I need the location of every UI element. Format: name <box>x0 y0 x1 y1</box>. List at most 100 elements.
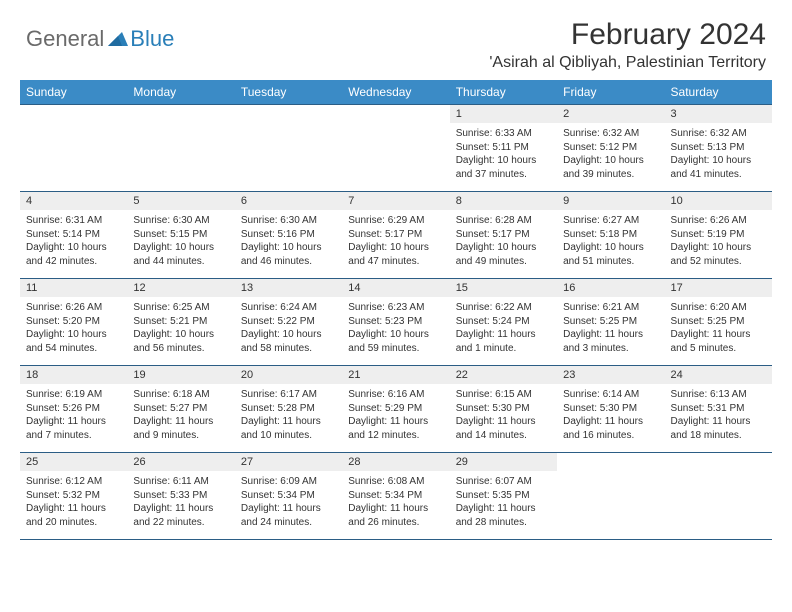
day-content-cell: Sunrise: 6:11 AMSunset: 5:33 PMDaylight:… <box>127 471 234 540</box>
day-sunrise: Sunrise: 6:24 AM <box>241 301 336 315</box>
day-sunrise: Sunrise: 6:22 AM <box>456 301 551 315</box>
day-content-cell: Sunrise: 6:22 AMSunset: 5:24 PMDaylight:… <box>450 297 557 366</box>
day-sunrise: Sunrise: 6:14 AM <box>563 388 658 402</box>
day-dl1: Daylight: 10 hours <box>241 241 336 255</box>
day-dl1: Daylight: 10 hours <box>133 328 228 342</box>
day-dl1: Daylight: 10 hours <box>671 154 766 168</box>
day-number-cell: 1 <box>450 105 557 124</box>
day-sunrise: Sunrise: 6:21 AM <box>563 301 658 315</box>
location-subtitle: 'Asirah al Qibliyah, Palestinian Territo… <box>489 54 766 72</box>
calendar-table: Sunday Monday Tuesday Wednesday Thursday… <box>20 80 772 540</box>
day-sunrise: Sunrise: 6:20 AM <box>671 301 766 315</box>
content-row: Sunrise: 6:33 AMSunset: 5:11 PMDaylight:… <box>20 123 772 192</box>
day-dl2: and 44 minutes. <box>133 255 228 269</box>
brand-sail-icon <box>108 32 128 46</box>
day-content-cell: Sunrise: 6:32 AMSunset: 5:13 PMDaylight:… <box>665 123 772 192</box>
daynum-row: 123 <box>20 105 772 124</box>
day-content-cell: Sunrise: 6:33 AMSunset: 5:11 PMDaylight:… <box>450 123 557 192</box>
day-content-cell: Sunrise: 6:08 AMSunset: 5:34 PMDaylight:… <box>342 471 449 540</box>
day-dl2: and 39 minutes. <box>563 168 658 182</box>
day-content-cell: Sunrise: 6:30 AMSunset: 5:16 PMDaylight:… <box>235 210 342 279</box>
calendar-body: 123 Sunrise: 6:33 AMSunset: 5:11 PMDayli… <box>20 105 772 540</box>
day-sunrise: Sunrise: 6:09 AM <box>241 475 336 489</box>
content-row: Sunrise: 6:19 AMSunset: 5:26 PMDaylight:… <box>20 384 772 453</box>
weekday-wednesday: Wednesday <box>342 80 449 105</box>
day-dl1: Daylight: 11 hours <box>348 415 443 429</box>
day-sunrise: Sunrise: 6:18 AM <box>133 388 228 402</box>
day-dl1: Daylight: 11 hours <box>26 502 121 516</box>
day-content-cell <box>665 471 772 540</box>
day-sunrise: Sunrise: 6:16 AM <box>348 388 443 402</box>
day-content-cell: Sunrise: 6:26 AMSunset: 5:20 PMDaylight:… <box>20 297 127 366</box>
day-sunset: Sunset: 5:30 PM <box>456 402 551 416</box>
day-number-cell <box>20 105 127 124</box>
day-dl2: and 18 minutes. <box>671 429 766 443</box>
day-number-cell: 18 <box>20 366 127 385</box>
day-sunset: Sunset: 5:15 PM <box>133 228 228 242</box>
day-content-cell: Sunrise: 6:16 AMSunset: 5:29 PMDaylight:… <box>342 384 449 453</box>
day-dl2: and 46 minutes. <box>241 255 336 269</box>
weekday-monday: Monday <box>127 80 234 105</box>
daynum-row: 45678910 <box>20 192 772 211</box>
day-content-cell: Sunrise: 6:24 AMSunset: 5:22 PMDaylight:… <box>235 297 342 366</box>
weekday-thursday: Thursday <box>450 80 557 105</box>
day-dl2: and 56 minutes. <box>133 342 228 356</box>
day-number-cell: 22 <box>450 366 557 385</box>
day-dl2: and 28 minutes. <box>456 516 551 530</box>
day-sunset: Sunset: 5:35 PM <box>456 489 551 503</box>
day-number-cell: 23 <box>557 366 664 385</box>
day-number-cell: 11 <box>20 279 127 298</box>
day-sunset: Sunset: 5:17 PM <box>456 228 551 242</box>
day-sunset: Sunset: 5:19 PM <box>671 228 766 242</box>
day-dl1: Daylight: 10 hours <box>348 328 443 342</box>
day-content-cell: Sunrise: 6:25 AMSunset: 5:21 PMDaylight:… <box>127 297 234 366</box>
day-sunset: Sunset: 5:28 PM <box>241 402 336 416</box>
day-sunrise: Sunrise: 6:13 AM <box>671 388 766 402</box>
day-content-cell: Sunrise: 6:07 AMSunset: 5:35 PMDaylight:… <box>450 471 557 540</box>
day-sunset: Sunset: 5:17 PM <box>348 228 443 242</box>
content-row: Sunrise: 6:26 AMSunset: 5:20 PMDaylight:… <box>20 297 772 366</box>
day-number-cell: 8 <box>450 192 557 211</box>
title-block: February 2024 'Asirah al Qibliyah, Pales… <box>489 18 772 72</box>
day-dl2: and 5 minutes. <box>671 342 766 356</box>
day-dl1: Daylight: 10 hours <box>563 241 658 255</box>
day-number-cell <box>665 453 772 472</box>
day-sunset: Sunset: 5:23 PM <box>348 315 443 329</box>
day-content-cell: Sunrise: 6:13 AMSunset: 5:31 PMDaylight:… <box>665 384 772 453</box>
day-dl1: Daylight: 11 hours <box>241 502 336 516</box>
brand-general: General <box>26 26 104 52</box>
weekday-sunday: Sunday <box>20 80 127 105</box>
day-sunset: Sunset: 5:21 PM <box>133 315 228 329</box>
day-sunset: Sunset: 5:12 PM <box>563 141 658 155</box>
day-sunrise: Sunrise: 6:23 AM <box>348 301 443 315</box>
weekday-saturday: Saturday <box>665 80 772 105</box>
day-content-cell: Sunrise: 6:27 AMSunset: 5:18 PMDaylight:… <box>557 210 664 279</box>
day-sunset: Sunset: 5:20 PM <box>26 315 121 329</box>
day-content-cell <box>557 471 664 540</box>
day-dl2: and 52 minutes. <box>671 255 766 269</box>
day-sunset: Sunset: 5:25 PM <box>563 315 658 329</box>
day-sunset: Sunset: 5:14 PM <box>26 228 121 242</box>
day-dl1: Daylight: 10 hours <box>456 154 551 168</box>
day-dl1: Daylight: 10 hours <box>26 241 121 255</box>
day-dl1: Daylight: 10 hours <box>133 241 228 255</box>
daynum-row: 11121314151617 <box>20 279 772 298</box>
day-sunset: Sunset: 5:16 PM <box>241 228 336 242</box>
weekday-friday: Friday <box>557 80 664 105</box>
day-dl1: Daylight: 10 hours <box>241 328 336 342</box>
day-number-cell <box>342 105 449 124</box>
day-number-cell: 10 <box>665 192 772 211</box>
day-sunset: Sunset: 5:29 PM <box>348 402 443 416</box>
day-sunset: Sunset: 5:11 PM <box>456 141 551 155</box>
day-sunrise: Sunrise: 6:29 AM <box>348 214 443 228</box>
day-dl2: and 14 minutes. <box>456 429 551 443</box>
day-content-cell <box>20 123 127 192</box>
day-content-cell <box>342 123 449 192</box>
day-sunrise: Sunrise: 6:08 AM <box>348 475 443 489</box>
day-sunrise: Sunrise: 6:30 AM <box>241 214 336 228</box>
day-number-cell: 9 <box>557 192 664 211</box>
day-number-cell: 7 <box>342 192 449 211</box>
day-number-cell: 19 <box>127 366 234 385</box>
day-dl2: and 37 minutes. <box>456 168 551 182</box>
day-sunrise: Sunrise: 6:28 AM <box>456 214 551 228</box>
